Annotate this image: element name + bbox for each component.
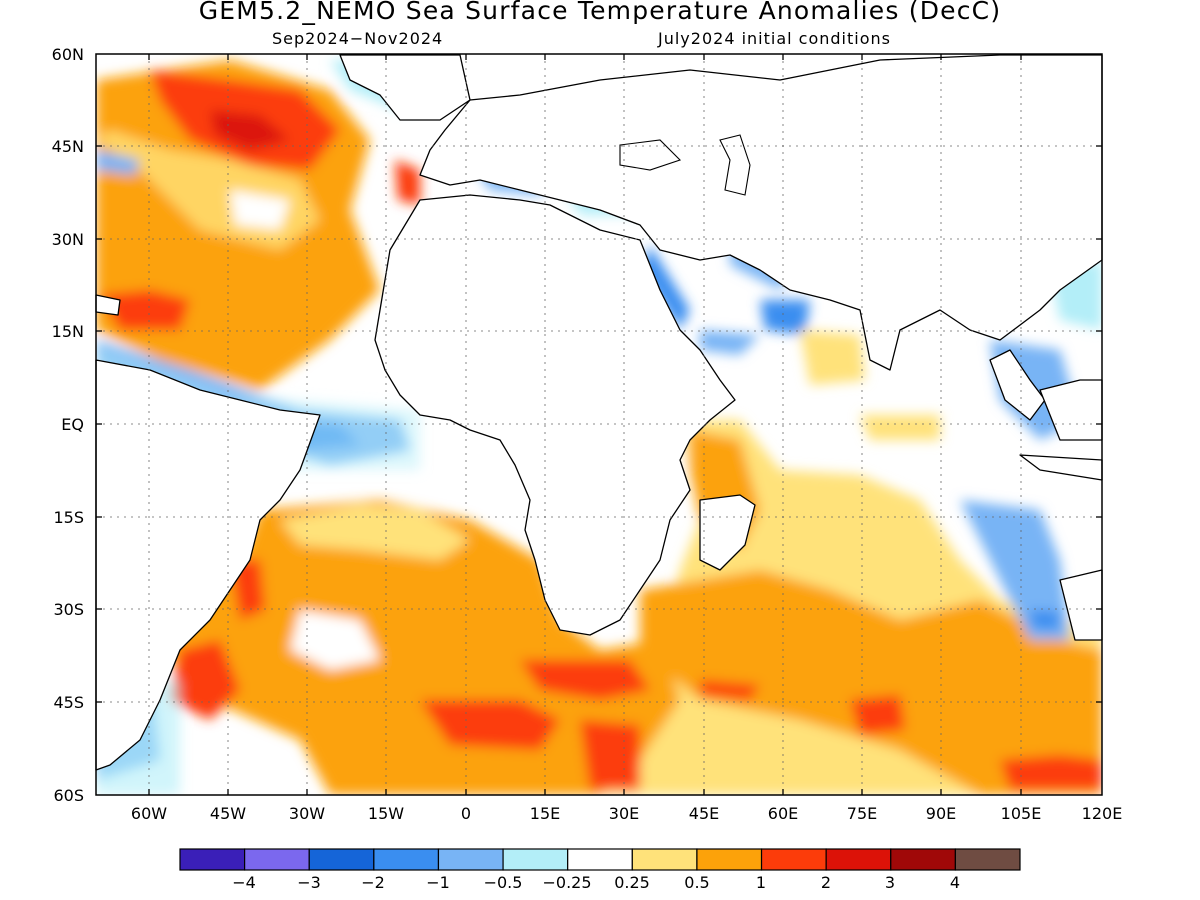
lon-label: 60E [768,804,798,823]
colorbar-label: 0.5 [684,873,709,892]
graticule [96,54,1102,795]
colorbar-label: −1 [426,873,450,892]
lat-label: 45S [53,693,84,712]
lon-label: 30W [289,804,325,823]
inland-seas [619,134,751,196]
colorbar-label: 0.25 [614,873,650,892]
lat-label: 30S [53,600,84,619]
initial-conditions: July2024 initial conditions [658,29,891,48]
colorbar-swatch [825,848,892,871]
colorbar-label: −0.5 [484,873,523,892]
colorbar-label: −3 [297,873,321,892]
colorbar-label: 3 [885,873,895,892]
lat-label: 30N [52,230,84,249]
colorbar-swatch [373,848,440,871]
lon-label: 120E [1082,804,1123,823]
lon-label: 45E [689,804,719,823]
colorbar-swatch [631,848,698,871]
colorbar-swatch [179,848,246,871]
lat-label: 60N [52,45,84,64]
lon-label: 15E [530,804,560,823]
colorbar-label: 4 [950,873,960,892]
colorbar-swatch [696,848,763,871]
colorbar-swatch [890,848,956,871]
forecast-period: Sep2024−Nov2024 [272,29,444,48]
colorbar-swatch [502,848,569,871]
map-title: GEM5.2_NEMO Sea Surface Temperature Anom… [198,0,1002,25]
colorbar-swatch [308,848,375,871]
lon-label: 75E [847,804,877,823]
lon-label: 0 [461,804,471,823]
colorbar-swatch [954,848,1021,871]
colorbar [179,848,1021,871]
lon-label: 90E [926,804,956,823]
colorbar-labels: −4 −3 −2 −1 −0.5 −0.25 0.25 0.5 1 2 3 4 [232,873,960,892]
axis-ticks [96,54,1102,795]
lat-label: 45N [52,137,84,156]
colorbar-label: −4 [232,873,256,892]
longitude-labels: 60W 45W 30W 15W 0 15E 30E 45E 60E 75E 90… [131,804,1122,823]
colorbar-label: −2 [361,873,385,892]
colorbar-label: 1 [756,873,766,892]
colorbar-swatch [760,848,827,871]
latitude-labels: 60N 45N 30N 15N EQ 15S 30S 45S 60S [52,45,84,805]
lon-label: 105E [1001,804,1042,823]
lon-label: 60W [131,804,167,823]
lat-label: 60S [53,786,84,805]
lat-label: 15S [53,508,84,527]
land-masses [95,54,1103,771]
colorbar-swatch [244,848,310,871]
colorbar-swatch [437,848,504,871]
colorbar-swatch [567,848,633,871]
lat-label: 15N [52,322,84,341]
lon-label: 30E [609,804,639,823]
lat-label: EQ [61,415,84,434]
lon-label: 15W [368,804,404,823]
lon-label: 45W [210,804,246,823]
colorbar-label: −0.25 [542,873,591,892]
colorbar-label: 2 [821,873,831,892]
